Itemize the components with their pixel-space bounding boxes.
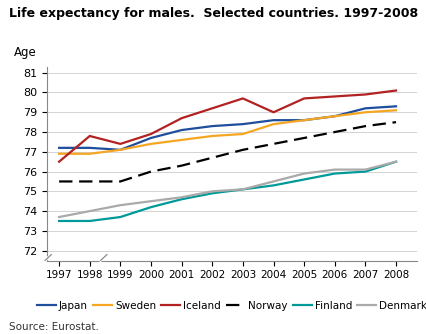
Denmark (87, 209, 92, 213)
Sweden (271, 122, 276, 126)
Finland (210, 191, 215, 195)
Iceland (240, 97, 245, 101)
Iceland (210, 106, 215, 110)
Iceland (363, 93, 368, 97)
Finland (57, 219, 62, 223)
Iceland (302, 97, 307, 101)
Iceland (118, 142, 123, 146)
Iceland (87, 134, 92, 138)
Japan (332, 114, 337, 118)
Text: Source: Eurostat.: Source: Eurostat. (9, 322, 98, 332)
Denmark (240, 187, 245, 191)
Sweden (302, 118, 307, 122)
Finland (118, 215, 123, 219)
Finland (240, 187, 245, 191)
Iceland (179, 116, 184, 120)
Sweden (210, 134, 215, 138)
Japan (271, 118, 276, 122)
Denmark (332, 168, 337, 172)
Norway (302, 136, 307, 140)
Sweden (363, 110, 368, 114)
Japan (57, 146, 62, 150)
Japan (148, 136, 153, 140)
Line: Japan: Japan (59, 106, 396, 150)
Sweden (57, 152, 62, 156)
Denmark (118, 203, 123, 207)
Line: Norway: Norway (59, 122, 396, 181)
Sweden (87, 152, 92, 156)
Line: Sweden: Sweden (59, 110, 396, 154)
Denmark (302, 172, 307, 176)
Finland (271, 183, 276, 187)
Sweden (148, 142, 153, 146)
Norway (332, 130, 337, 134)
Finland (332, 172, 337, 176)
Denmark (57, 215, 62, 219)
Denmark (363, 168, 368, 172)
Japan (210, 124, 215, 128)
Norway (394, 120, 399, 124)
Sweden (240, 132, 245, 136)
Denmark (210, 189, 215, 193)
Iceland (332, 95, 337, 99)
Japan (179, 128, 184, 132)
Denmark (179, 195, 184, 199)
Finland (179, 197, 184, 201)
Iceland (57, 160, 62, 164)
Japan (394, 104, 399, 108)
Norway (179, 164, 184, 168)
Denmark (271, 179, 276, 183)
Japan (240, 122, 245, 126)
Line: Denmark: Denmark (59, 162, 396, 217)
Sweden (332, 114, 337, 118)
Norway (87, 179, 92, 183)
Text: Age: Age (14, 46, 36, 59)
Japan (302, 118, 307, 122)
Sweden (394, 108, 399, 112)
Japan (118, 148, 123, 152)
Norway (118, 179, 123, 183)
Iceland (148, 132, 153, 136)
Denmark (394, 160, 399, 164)
Norway (240, 148, 245, 152)
Finland (302, 177, 307, 181)
Iceland (394, 89, 399, 93)
Line: Iceland: Iceland (59, 91, 396, 162)
Text: Life expectancy for males.  Selected countries. 1997-2008: Life expectancy for males. Selected coun… (9, 7, 417, 20)
Norway (148, 170, 153, 174)
Finland (363, 170, 368, 174)
Japan (363, 106, 368, 110)
Norway (57, 179, 62, 183)
Norway (210, 156, 215, 160)
Sweden (179, 138, 184, 142)
Sweden (118, 148, 123, 152)
Japan (87, 146, 92, 150)
Finland (394, 160, 399, 164)
Finland (148, 205, 153, 209)
Norway (363, 124, 368, 128)
Line: Finland: Finland (59, 162, 396, 221)
Denmark (148, 199, 153, 203)
Legend: Japan, Sweden, Iceland, Norway, Finland, Denmark: Japan, Sweden, Iceland, Norway, Finland,… (37, 301, 426, 311)
Iceland (271, 110, 276, 114)
Norway (271, 142, 276, 146)
Finland (87, 219, 92, 223)
